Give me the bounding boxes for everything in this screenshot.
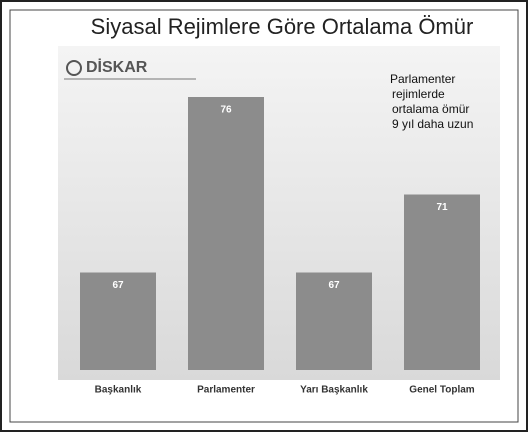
logo: DİSKAR: [86, 58, 148, 76]
bar: [404, 194, 480, 370]
annotation-line: Parlamenter: [390, 72, 455, 86]
annotation-line: rejimlerde: [392, 87, 445, 101]
x-tick-label: Başkanlık: [95, 385, 142, 396]
x-tick-label: Genel Toplam: [409, 385, 474, 396]
chart-title: Siyasal Rejimlere Göre Ortalama Ömür: [91, 14, 474, 39]
x-tick-label: Parlamenter: [197, 385, 255, 396]
data-label: 76: [220, 105, 232, 116]
x-tick-label: Yarı Başkanlık: [300, 385, 368, 396]
bar: [296, 272, 372, 370]
data-label: 67: [328, 280, 340, 291]
logo-icon: [66, 60, 82, 76]
annotation-line: ortalama ömür: [392, 102, 469, 116]
annotation-line: 9 yıl daha uzun: [392, 117, 473, 131]
data-label: 71: [436, 202, 448, 213]
bar: [80, 272, 156, 370]
data-label: 67: [112, 280, 124, 291]
bar: [188, 97, 264, 370]
